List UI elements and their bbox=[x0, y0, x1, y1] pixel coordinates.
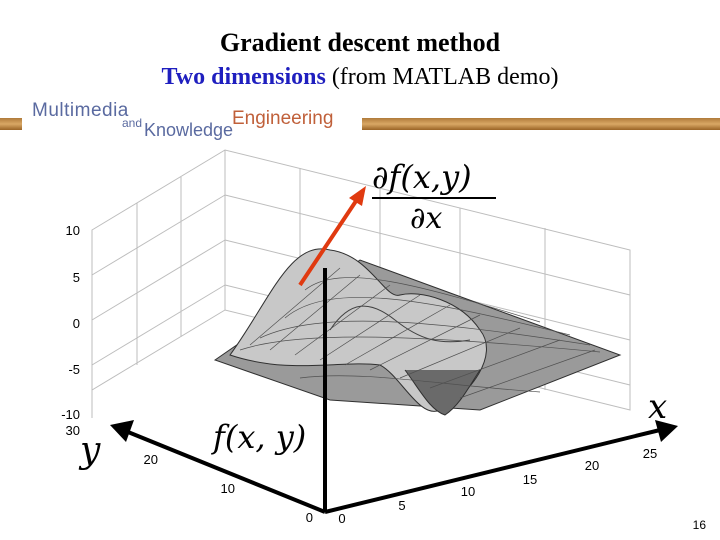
logo-line-engineering: Engineering bbox=[232, 108, 334, 129]
subtitle-rest: (from MATLAB demo) bbox=[325, 64, 559, 90]
x-tick-label: 25 bbox=[643, 446, 657, 461]
mesh-lines bbox=[239, 267, 601, 399]
y-axis-arrow bbox=[110, 420, 326, 514]
x-axis-arrow bbox=[324, 420, 678, 514]
y-axis-label: y bbox=[78, 430, 101, 471]
f-label: f(x, y) bbox=[211, 418, 306, 456]
z-tick-label: -10 bbox=[61, 407, 80, 422]
logo-line-and: and bbox=[122, 116, 143, 130]
y-tick-label: 10 bbox=[221, 481, 235, 496]
z-tick-label: 10 bbox=[66, 223, 80, 238]
y-tick-label: 30 bbox=[66, 423, 80, 438]
x-tick-label: 0 bbox=[338, 511, 345, 526]
z-tick-label: -5 bbox=[68, 362, 80, 377]
x-tick-label: 15 bbox=[523, 472, 537, 487]
x-tick-label: 5 bbox=[398, 498, 405, 513]
logo-line-knowledge: Knowledge bbox=[144, 120, 234, 140]
y-tick-label: 0 bbox=[306, 510, 313, 525]
x-tick-label: 10 bbox=[461, 484, 475, 499]
surface-ridge bbox=[329, 305, 471, 343]
x-tick-label: 20 bbox=[585, 458, 599, 473]
page-number: 16 bbox=[692, 518, 706, 532]
lab-logo: Multimedia and Knowledge Engineering bbox=[22, 96, 362, 142]
y-tick-label: 20 bbox=[144, 452, 158, 467]
gradient-arrow bbox=[298, 186, 366, 287]
slide-title: Gradient descent method bbox=[219, 28, 501, 57]
gradient-label-numerator: ∂f(x,y) bbox=[372, 158, 472, 196]
subtitle-highlight: Two dimensions bbox=[161, 64, 326, 90]
z-tick-label: 0 bbox=[73, 316, 80, 331]
x-axis-label: x bbox=[648, 387, 667, 427]
surface-mesh bbox=[213, 248, 622, 416]
slide-subtitle: Two dimensions (from MATLAB demo) bbox=[0, 64, 720, 91]
logo-line-multimedia: Multimedia bbox=[32, 100, 129, 121]
gradient-label-denominator: ∂x bbox=[410, 201, 443, 236]
z-tick-label: 5 bbox=[73, 270, 80, 285]
